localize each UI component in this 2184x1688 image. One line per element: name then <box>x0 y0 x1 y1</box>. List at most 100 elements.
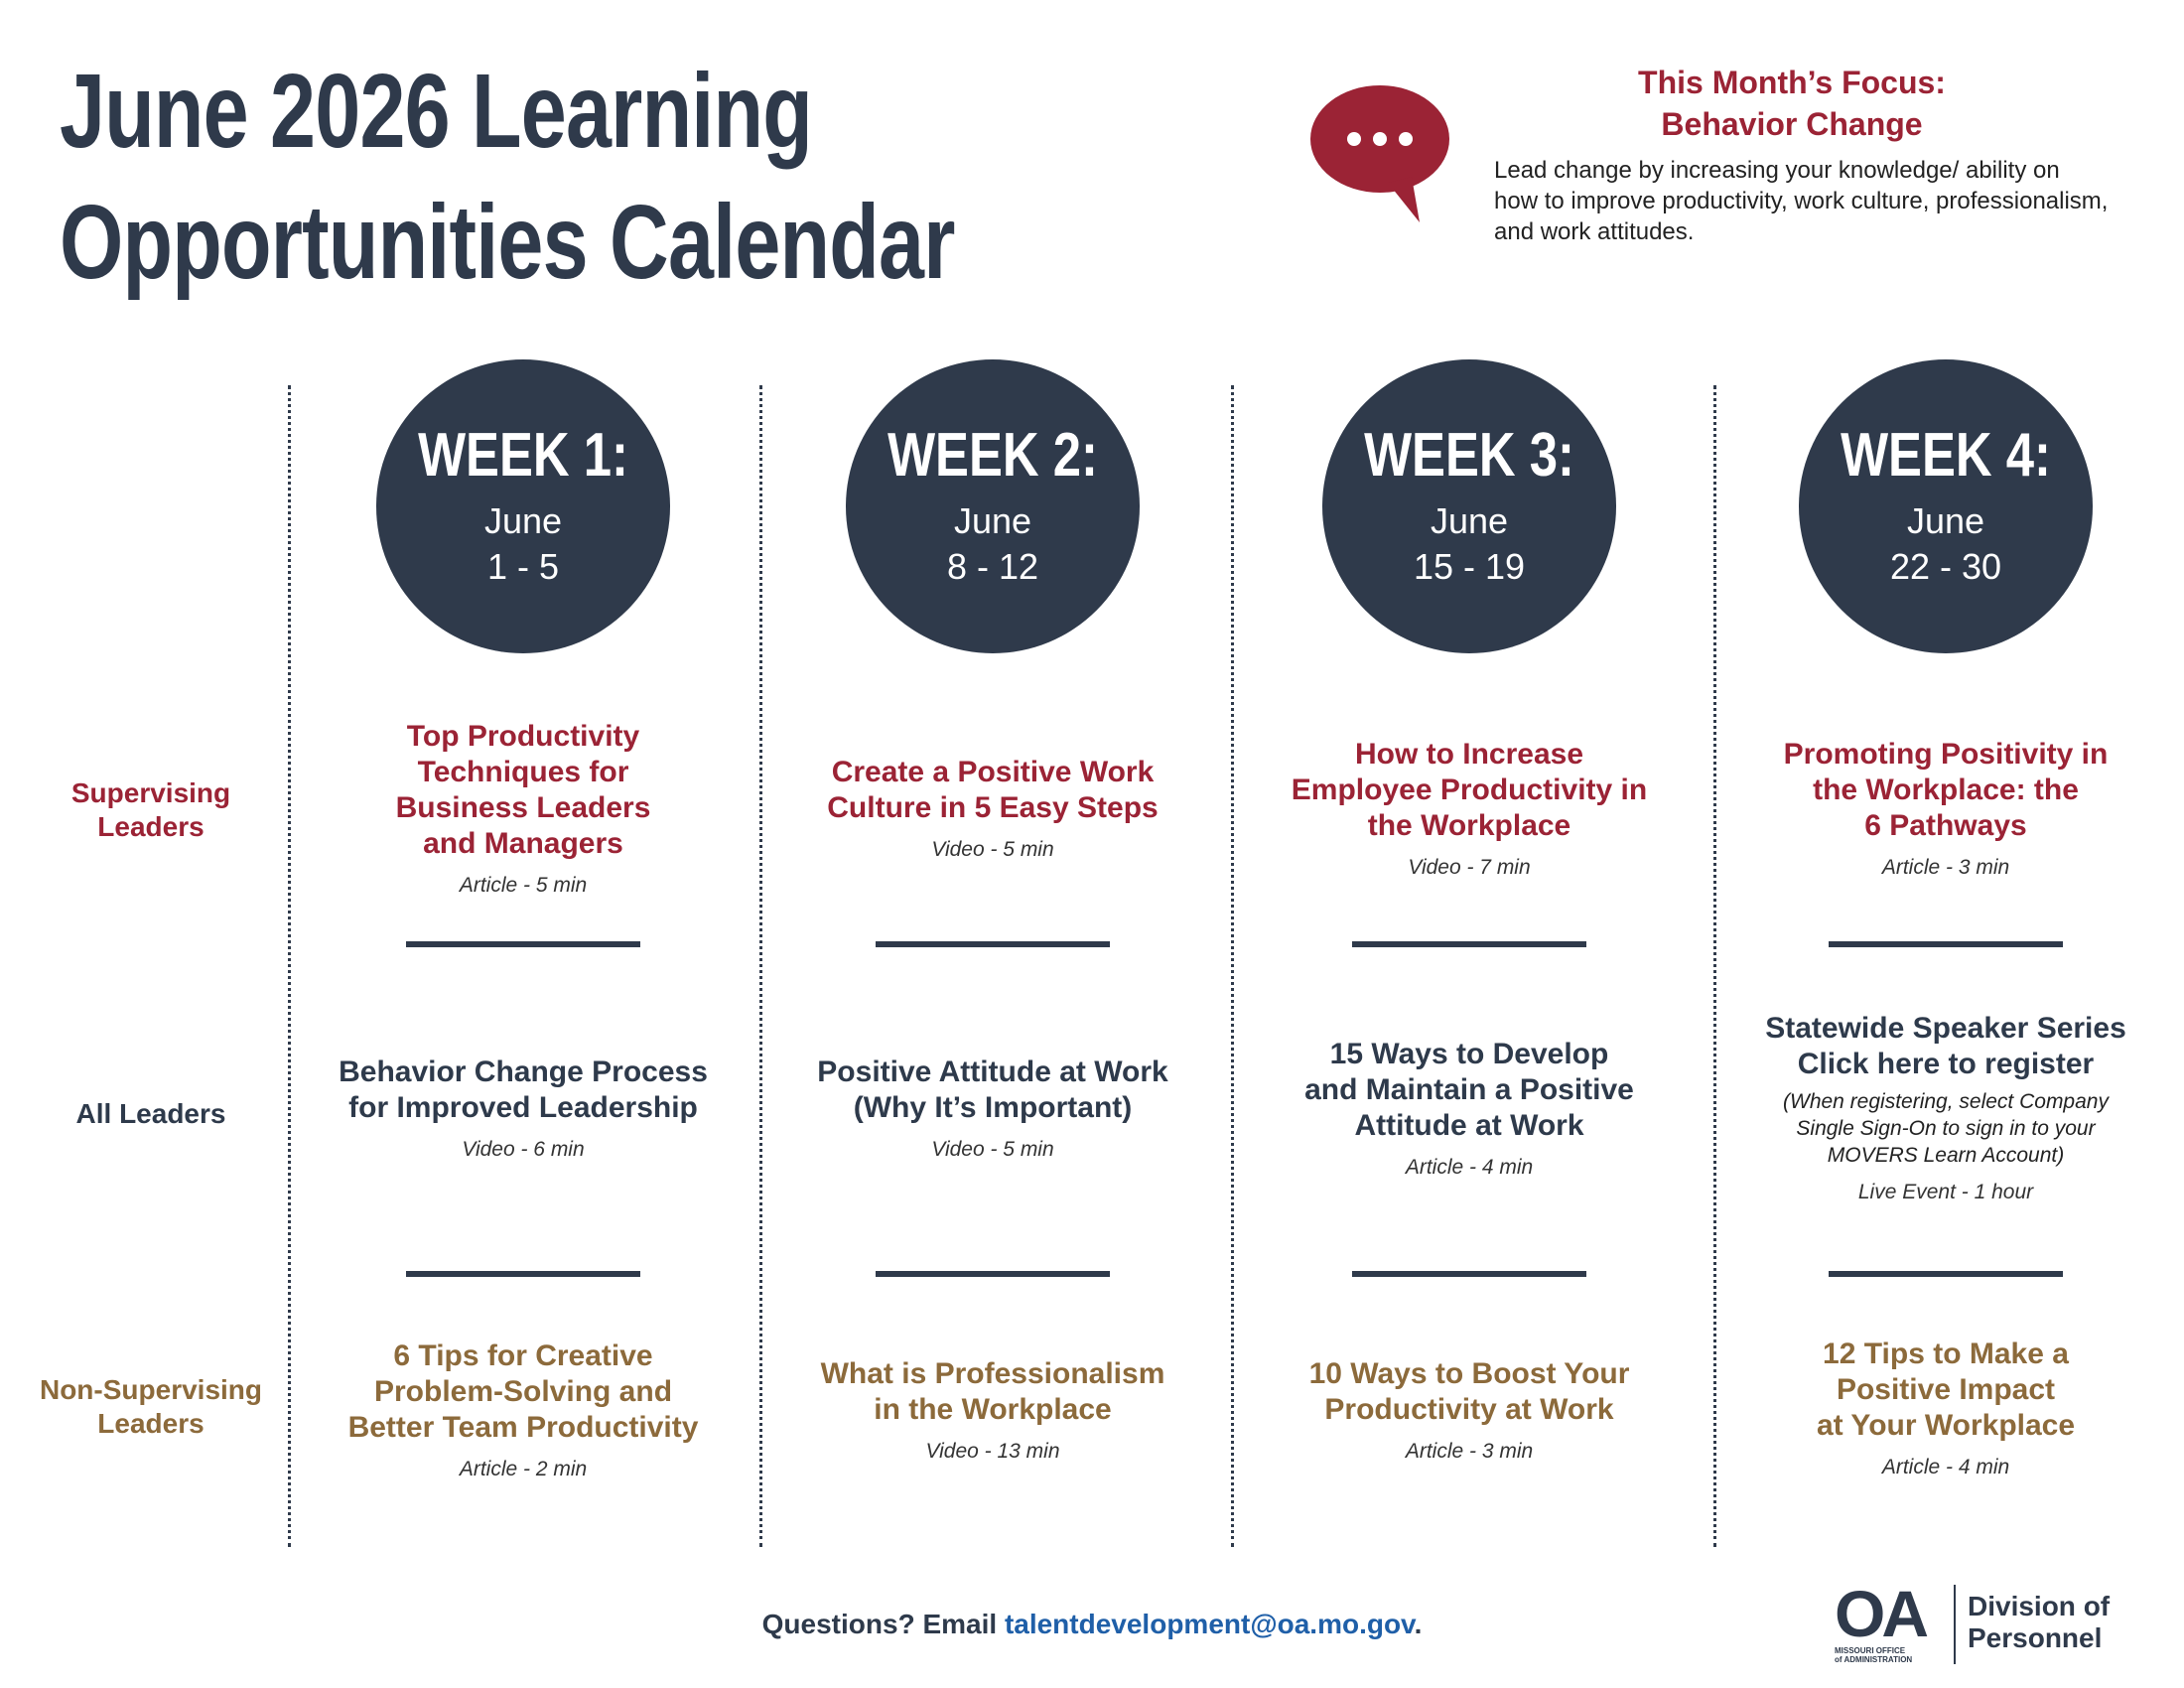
week-1-all-item[interactable]: Behavior Change Process for Improved Lea… <box>315 1055 732 1164</box>
course-link[interactable]: 10 Ways to Boost Your Productivity at Wo… <box>1261 1356 1678 1428</box>
course-title-line: and Maintain a Positive <box>1304 1073 1634 1106</box>
title-line-2: Opportunities Calendar <box>60 184 955 301</box>
course-link[interactable]: Positive Attitude at Work (Why It’s Impo… <box>784 1055 1201 1126</box>
column-divider <box>1713 385 1716 1547</box>
week-title: WEEK 1: <box>418 421 628 490</box>
focus-heading-line-1: This Month’s Focus: <box>1638 65 1946 100</box>
row-label-line: Non-Supervising <box>39 1374 262 1405</box>
course-title-line: 10 Ways to Boost Your <box>1308 1357 1630 1390</box>
week-3-all-item[interactable]: 15 Ways to Develop and Maintain a Positi… <box>1261 1037 1678 1182</box>
week-month: June <box>953 500 1032 541</box>
focus-description: Lead change by increasing your knowledge… <box>1494 157 2109 245</box>
week-range: 1 - 5 <box>486 546 560 587</box>
week-dates: June 1 - 5 <box>376 498 670 590</box>
course-title-line: 15 Ways to Develop <box>1329 1038 1609 1070</box>
course-title-line: Business Leaders <box>395 791 651 824</box>
week-4-all-item[interactable]: Statewide Speaker Series Click here to r… <box>1737 1011 2154 1206</box>
row-divider <box>406 941 640 947</box>
logo-subtext-line: of ADMINISTRATION <box>1835 1655 1913 1664</box>
course-title-line: in the Workplace <box>874 1393 1112 1426</box>
week-1-supervising-item[interactable]: Top Productivity Techniques for Business… <box>315 719 732 900</box>
page-title: June 2026 Learning Opportunities Calenda… <box>60 46 955 308</box>
course-title-line: Culture in 5 Easy Steps <box>827 791 1159 824</box>
column-divider <box>759 385 762 1547</box>
note-line: (When registering, select Company <box>1783 1090 2109 1113</box>
week-range: 22 - 30 <box>1889 546 2002 587</box>
logo-subtext: MISSOURI OFFICE of ADMINISTRATION <box>1835 1646 1934 1664</box>
week-title: WEEK 3: <box>1364 421 1574 490</box>
column-divider <box>1231 385 1234 1547</box>
row-divider <box>1352 941 1586 947</box>
course-title-line: Behavior Change Process <box>339 1055 708 1088</box>
logo-subtext-line: MISSOURI OFFICE <box>1835 1646 1906 1655</box>
course-link[interactable]: 12 Tips to Make a Positive Impact at You… <box>1737 1336 2154 1444</box>
course-title-line: What is Professionalism <box>820 1357 1165 1390</box>
week-1-badge: WEEK 1: June 1 - 5 <box>376 359 670 653</box>
course-title-line: Promoting Positivity in <box>1783 738 2109 771</box>
week-dates: June 8 - 12 <box>846 498 1140 590</box>
column-divider <box>288 385 291 1547</box>
course-meta: Video - 5 min <box>931 1138 1054 1161</box>
row-divider <box>406 1271 640 1277</box>
week-month: June <box>1430 500 1509 541</box>
course-link[interactable]: Top Productivity Techniques for Business… <box>315 719 732 862</box>
course-title-line: Productivity at Work <box>1324 1393 1614 1426</box>
week-2-all-item[interactable]: Positive Attitude at Work (Why It’s Impo… <box>784 1055 1201 1164</box>
course-title-line: Problem-Solving and <box>373 1375 673 1408</box>
row-label-line: Leaders <box>97 811 205 842</box>
focus-heading: This Month’s Focus: Behavior Change <box>1494 62 2090 145</box>
course-title-line: for Improved Leadership <box>348 1091 698 1124</box>
footer-prefix: Questions? Email <box>761 1609 1005 1639</box>
week-3-non-supervising-item[interactable]: 10 Ways to Boost Your Productivity at Wo… <box>1261 1356 1678 1466</box>
week-month: June <box>1906 500 1985 541</box>
course-title-line: at Your Workplace <box>1816 1409 2076 1442</box>
course-title-line: Better Team Productivity <box>347 1411 699 1444</box>
logo-division: Division of Personnel <box>1968 1591 2110 1654</box>
week-4-non-supervising-item[interactable]: 12 Tips to Make a Positive Impact at You… <box>1737 1336 2154 1481</box>
course-meta: Article - 4 min <box>1881 1456 2010 1478</box>
course-title-line: the Workplace: the <box>1813 774 2079 806</box>
row-divider <box>1352 1271 1586 1277</box>
course-title-line: Statewide Speaker Series <box>1765 1012 2126 1045</box>
row-label-supervising: Supervising Leaders <box>22 776 280 844</box>
course-title-line: the Workplace <box>1367 809 1571 842</box>
course-link[interactable]: Promoting Positivity in the Workplace: t… <box>1737 737 2154 844</box>
row-divider <box>876 941 1110 947</box>
course-title-line: Employee Productivity in <box>1291 774 1648 806</box>
week-range: 8 - 12 <box>946 546 1039 587</box>
email-link[interactable]: talentdevelopment@oa.mo.gov <box>1004 1609 1415 1639</box>
week-4-supervising-item[interactable]: Promoting Positivity in the Workplace: t… <box>1737 737 2154 882</box>
course-link[interactable]: 15 Ways to Develop and Maintain a Positi… <box>1261 1037 1678 1144</box>
note-line: MOVERS Learn Account) <box>1827 1144 2065 1167</box>
course-meta: Article - 5 min <box>459 874 588 897</box>
course-title-line: Positive Attitude at Work <box>817 1055 1168 1088</box>
logo-separator <box>1954 1585 1956 1664</box>
focus-heading-line-2: Behavior Change <box>1661 106 1923 142</box>
course-link[interactable]: 6 Tips for Creative Problem-Solving and … <box>315 1338 732 1446</box>
week-2-non-supervising-item[interactable]: What is Professionalism in the Workplace… <box>784 1356 1201 1466</box>
week-2-supervising-item[interactable]: Create a Positive Work Culture in 5 Easy… <box>784 755 1201 864</box>
course-title-line: and Managers <box>423 827 623 860</box>
course-link[interactable]: How to Increase Employee Productivity in… <box>1261 737 1678 844</box>
week-1-non-supervising-item[interactable]: 6 Tips for Creative Problem-Solving and … <box>315 1338 732 1483</box>
course-title-line: 6 Pathways <box>1864 809 2027 842</box>
course-link[interactable]: What is Professionalism in the Workplace <box>784 1356 1201 1428</box>
course-title-line: (Why It’s Important) <box>853 1091 1133 1124</box>
title-line-1: June 2026 Learning <box>60 53 813 170</box>
week-3-supervising-item[interactable]: How to Increase Employee Productivity in… <box>1261 737 1678 882</box>
course-link[interactable]: Statewide Speaker Series Click here to r… <box>1737 1011 2154 1082</box>
row-label-line: All Leaders <box>75 1098 226 1129</box>
course-meta: Article - 2 min <box>459 1458 588 1480</box>
oa-logo: OA MISSOURI OFFICE of ADMINISTRATION Div… <box>1835 1579 2132 1668</box>
logo-division-line: Division of <box>1968 1591 2111 1621</box>
footer-suffix: . <box>1414 1609 1423 1639</box>
register-link[interactable]: Click here to register <box>1797 1048 2095 1080</box>
week-title: WEEK 2: <box>887 421 1098 490</box>
course-title-line: Techniques for <box>417 756 629 788</box>
course-link[interactable]: Create a Positive Work Culture in 5 Easy… <box>784 755 1201 826</box>
course-link[interactable]: Behavior Change Process for Improved Lea… <box>315 1055 732 1126</box>
course-meta: Live Event - 1 hour <box>1857 1181 2034 1203</box>
course-title-line: Create a Positive Work <box>831 756 1155 788</box>
note-line: Single Sign-On to sign in to your <box>1796 1117 2096 1140</box>
course-meta: Article - 4 min <box>1405 1156 1534 1179</box>
